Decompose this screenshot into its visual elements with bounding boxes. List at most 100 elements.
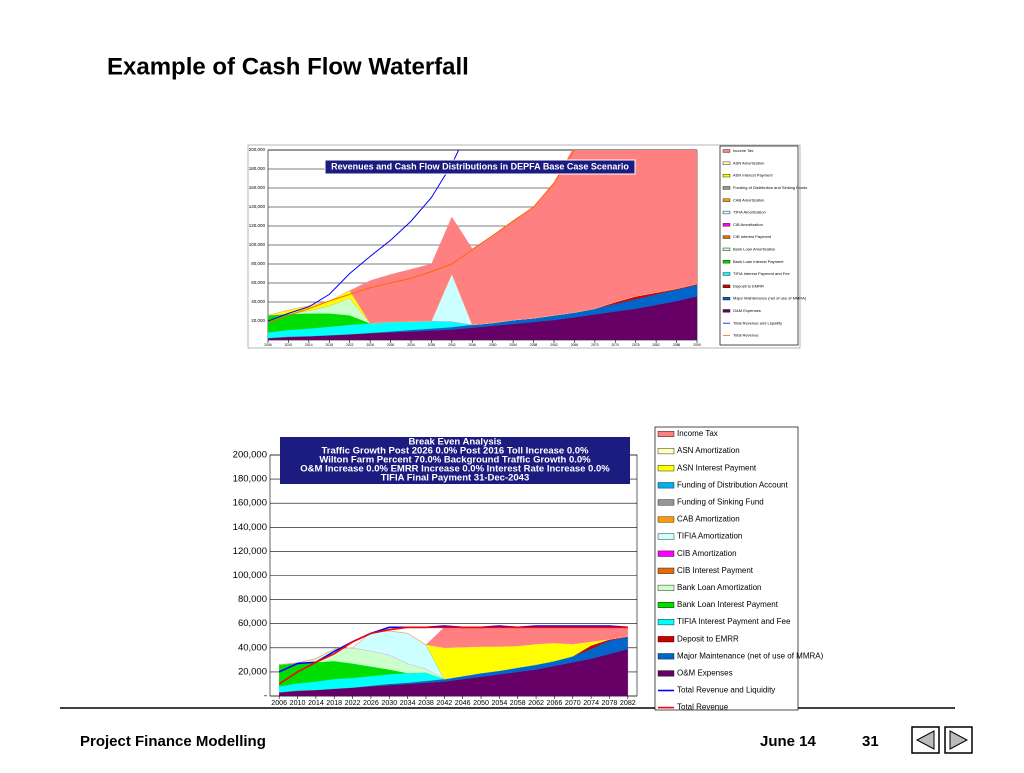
chart-title-box	[324, 159, 636, 175]
x-tick-label: 2062	[550, 343, 558, 347]
legend-label: Major Maintenance (net of use of MMRA)	[677, 651, 824, 660]
legend-swatch	[722, 272, 731, 276]
legend-label: ASN Amortization	[733, 160, 764, 165]
legend-label: Total Revenue	[677, 703, 729, 712]
legend-swatch	[657, 465, 675, 472]
x-tick-label: 2018	[326, 343, 334, 347]
x-tick-label: 2034	[407, 343, 415, 347]
legend-swatch	[657, 516, 675, 523]
legend-label: Income Tax	[733, 148, 753, 153]
legend-swatch	[657, 482, 675, 489]
legend-label: Major Maintenance (net of use of MMRA)	[733, 296, 807, 301]
legend-label: TIFIA Interest Payment and Fee	[733, 271, 790, 276]
x-tick-label: 2010	[290, 699, 306, 707]
y-tick-label: -	[264, 691, 267, 702]
legend-label: Total Revenue and Liquidity	[733, 320, 782, 325]
x-tick-label: 2086	[673, 343, 681, 347]
y-tick-label: 20,000	[238, 666, 267, 677]
legend-label: Bank Loan Interest Payment	[733, 259, 784, 264]
x-tick-label: 2042	[436, 699, 452, 707]
legend-swatch	[657, 533, 675, 540]
legend-swatch	[722, 260, 731, 264]
line	[278, 626, 628, 685]
x-tick-label: 2030	[387, 343, 395, 347]
y-tick-label: 120,000	[249, 223, 266, 228]
footer-page: 31	[862, 733, 879, 750]
x-tick-label: 2078	[632, 343, 640, 347]
x-tick-label: 2046	[469, 343, 477, 347]
area	[268, 150, 697, 325]
chart-title: Revenues and Cash Flow Distributions in …	[331, 161, 629, 171]
x-tick-label: 2038	[428, 343, 436, 347]
x-tick-label: 2050	[473, 699, 489, 707]
plot	[268, 150, 697, 340]
y-tick-label: 140,000	[233, 522, 267, 533]
x-tick-label: 2014	[305, 343, 313, 347]
legend-label: ASN Interest Payment	[677, 463, 757, 472]
x-tick-label: 2018	[326, 699, 342, 707]
y-tick-label: 40,000	[238, 642, 267, 653]
legend-label: Bank Loan Interest Payment	[677, 600, 779, 609]
y-tick-label: 100,000	[249, 242, 266, 247]
legend-swatch	[722, 309, 731, 313]
legend-swatch	[657, 670, 675, 677]
x-tick-label: 2038	[418, 699, 434, 707]
legend-box	[719, 145, 799, 346]
x-tick-label: 2030	[381, 699, 397, 707]
legend-label: ASN Amortization	[677, 446, 740, 455]
y-tick-label: 200,000	[233, 450, 267, 461]
y-tick-label: 40,000	[251, 299, 265, 304]
legend-label: CIB Interest Payment	[677, 566, 754, 575]
y-tick-label: 160,000	[233, 498, 267, 509]
x-tick-label: 2014	[308, 699, 324, 707]
legend-label: Total Revenue	[733, 333, 759, 338]
legend-swatch	[657, 431, 675, 438]
x-tick-label: 2054	[491, 699, 507, 707]
annotation-line: Wilton Farm Percent 70.0% Background Tra…	[319, 455, 591, 466]
x-tick-label: 2006	[271, 699, 287, 707]
legend-label: Funding of Sinking Fund	[677, 498, 764, 507]
x-tick-label: 2058	[530, 343, 538, 347]
y-tick-label: 120,000	[233, 546, 267, 557]
legend-label: CIB Amortization	[677, 549, 737, 558]
x-tick-label: 2066	[571, 343, 579, 347]
x-tick-label: 2090	[693, 343, 701, 347]
legend-swatch	[657, 499, 675, 506]
legend-label: Deposit to EMRR	[677, 634, 739, 643]
legend-swatch	[722, 297, 731, 301]
legend-label: Bank Loan Amortization	[733, 246, 775, 251]
legend-swatch	[722, 247, 731, 251]
x-tick-label: 2046	[455, 699, 471, 707]
y-tick-label: 180,000	[233, 474, 267, 485]
legend-label: Total Revenue and Liquidity	[677, 686, 775, 695]
x-tick-label: 2042	[448, 343, 456, 347]
legend-swatch	[722, 198, 731, 202]
slide-title: Example of Cash Flow Waterfall	[107, 53, 469, 80]
legend-swatch	[722, 210, 731, 215]
legend-swatch	[657, 584, 675, 591]
legend-swatch	[657, 619, 675, 626]
plot	[278, 625, 628, 696]
annotation-line: Break Even Analysis	[408, 437, 501, 448]
x-tick-label: 2074	[612, 343, 620, 347]
next-button[interactable]	[944, 726, 973, 754]
legend-swatch	[722, 235, 731, 239]
x-tick-label: 2054	[509, 343, 517, 347]
legend-swatch	[657, 653, 675, 660]
x-tick-label: 2070	[591, 343, 599, 347]
legend-label: Funding of Distribution and Sinking Fund…	[733, 185, 807, 190]
y-tick-label: 80,000	[238, 594, 267, 605]
x-tick-label: 2034	[400, 699, 416, 707]
x-tick-label: 2058	[510, 699, 526, 707]
legend-swatch	[722, 149, 731, 153]
y-tick-label: 200,000	[249, 147, 266, 152]
prev-button[interactable]	[911, 726, 940, 754]
x-tick-label: 2010	[285, 343, 293, 347]
legend-label: CAB Amortization	[733, 197, 764, 202]
legend-label: CIB Interest Payment	[733, 234, 772, 239]
annotation-line: O&M Increase 0.0% EMRR Increase 0.0% Int…	[300, 464, 610, 475]
legend-swatch	[657, 550, 675, 557]
y-tick-label: 100,000	[233, 570, 267, 581]
legend-label: CAB Amortization	[677, 515, 740, 524]
